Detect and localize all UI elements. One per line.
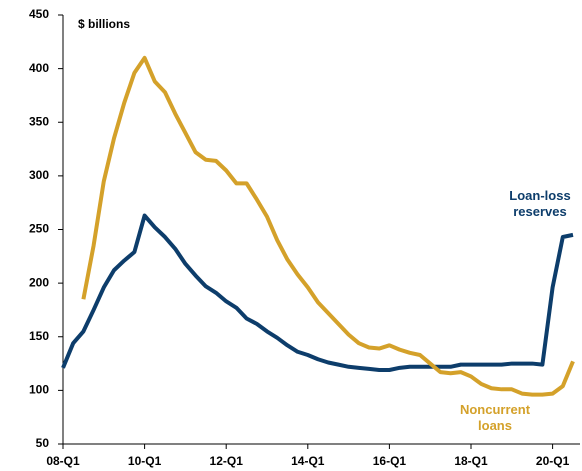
unit-label: $ billions bbox=[78, 17, 130, 31]
y-tick-label: 450 bbox=[29, 7, 49, 21]
x-tick-label: 14-Q1 bbox=[291, 454, 325, 468]
x-tick-label: 10-Q1 bbox=[128, 454, 162, 468]
y-tick-label: 50 bbox=[36, 436, 50, 450]
y-tick-label: 250 bbox=[29, 222, 49, 236]
series-label: Noncurrent loans bbox=[459, 402, 531, 433]
x-tick-label: 08-Q1 bbox=[46, 454, 80, 468]
line-series bbox=[81, 55, 575, 397]
x-tick-label: 20-Q1 bbox=[536, 454, 570, 468]
series-label: Loan-loss reserves bbox=[509, 188, 571, 219]
x-tick-label: 18-Q1 bbox=[454, 454, 488, 468]
y-tick-label: 100 bbox=[29, 383, 49, 397]
y-tick-label: 350 bbox=[29, 114, 49, 128]
y-tick-label: 150 bbox=[29, 329, 49, 343]
x-tick-label: 12-Q1 bbox=[210, 454, 244, 468]
y-tick-label: 200 bbox=[29, 275, 49, 289]
y-tick-label: 400 bbox=[29, 61, 49, 75]
x-tick-label: 16-Q1 bbox=[373, 454, 407, 468]
y-tick-label: 300 bbox=[29, 168, 49, 182]
line-series bbox=[61, 213, 574, 372]
